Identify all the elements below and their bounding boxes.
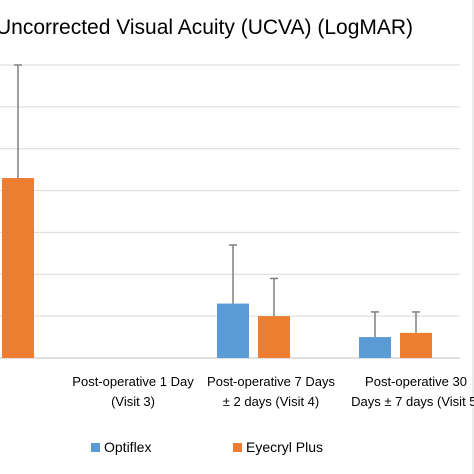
x-tick-label: Post-operative 1 Day xyxy=(72,374,194,389)
legend-label-2: Eyecryl Plus xyxy=(246,439,323,455)
bar-eyecryl-plus xyxy=(258,316,290,358)
bar-eyecryl-plus xyxy=(400,332,432,358)
chart-title: Uncorrected Visual Acuity (UCVA) (LogMAR… xyxy=(0,16,414,39)
x-tick-label: Post-operative 7 Days xyxy=(207,374,335,389)
x-tick-label: (Visit 3) xyxy=(111,394,155,409)
legend-swatch-2 xyxy=(233,443,242,452)
x-tick-label: Post-operative 30 xyxy=(365,374,467,389)
legend-swatch-1 xyxy=(91,443,100,452)
bar-eyecryl-plus xyxy=(2,178,34,358)
x-tick-label: ± 2 days (Visit 4) xyxy=(223,394,319,409)
bar-optiflex xyxy=(359,337,391,358)
bar-optiflex xyxy=(217,303,249,358)
x-tick-label: Days ± 7 days (Visit 5) xyxy=(351,394,474,409)
legend-label-1: Optiflex xyxy=(104,439,151,455)
